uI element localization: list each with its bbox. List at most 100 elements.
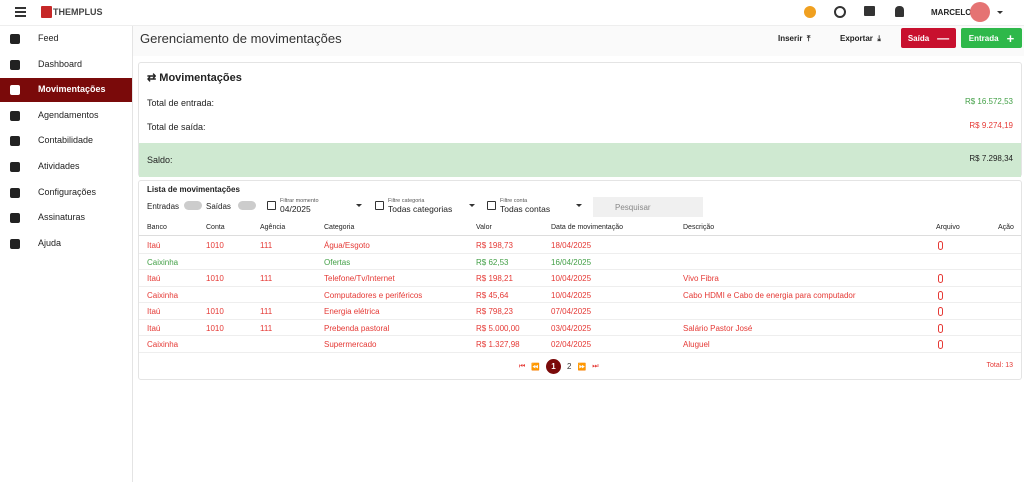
table-row[interactable]: Caixinha Ofertas R$ 62,53 16/04/2025	[139, 254, 1021, 270]
avatar[interactable]	[970, 2, 990, 22]
toggle-label: Saídas	[206, 202, 231, 211]
page-number[interactable]: 1	[546, 359, 562, 374]
cell-category: Supermercado	[324, 340, 377, 349]
cell-description: Salário Pastor José	[683, 323, 753, 333]
cell-value: R$ 1.327,98	[476, 340, 520, 349]
summary-card: ⇄ Movimentações Total de entrada: R$ 16.…	[138, 62, 1022, 177]
nav-label: Agendamentos	[38, 109, 99, 120]
cell-description: Vivo Fibra	[683, 274, 719, 283]
nav-item[interactable]: Feed	[0, 27, 132, 51]
in-button[interactable]: Entrada +	[961, 28, 1022, 48]
page-nav[interactable]: ⏪	[531, 363, 541, 371]
title: Movimentações	[159, 72, 242, 84]
nav-item[interactable]: Configurações	[0, 181, 132, 205]
cell-bank: Caixinha	[147, 257, 179, 267]
cell-value: R$ 198,73	[476, 241, 513, 250]
total: Total: 13	[986, 362, 1013, 369]
nav-item[interactable]: Contabilidade	[0, 129, 132, 153]
search-input[interactable]: Pesquisar	[593, 197, 703, 217]
column-header: Descrição	[683, 224, 715, 231]
cell-category: Telefone/Tv/Internet	[324, 274, 395, 283]
filter-select[interactable]: Filtre conta Todas contas	[487, 195, 582, 217]
label: Entrada	[968, 33, 999, 43]
nav-item[interactable]: Dashboard	[0, 53, 132, 77]
attachment-icon[interactable]	[938, 323, 943, 333]
nav-label: Configurações	[38, 186, 97, 197]
cell-agency: 111	[260, 323, 273, 333]
page-number[interactable]: 2	[567, 362, 572, 371]
label: Inserir	[778, 34, 803, 43]
page-nav[interactable]: ⏩	[577, 363, 587, 371]
cell-bank: Itaú	[147, 323, 161, 333]
filter-label: Filtrar momento	[280, 198, 319, 204]
export-button[interactable]: Exportar ⤓	[840, 34, 881, 43]
cell-description: Aluguel	[683, 340, 710, 349]
cell-account: 1010	[206, 274, 224, 283]
toggle-label: Entradas	[147, 202, 180, 211]
page-nav[interactable]: ⏭	[592, 362, 599, 370]
table-row[interactable]: Caixinha Computadores e periféricos R$ 45,…	[139, 287, 1021, 303]
toggle[interactable]	[238, 201, 256, 210]
balance-value: R$ 7.298,34	[969, 154, 1013, 163]
bell-icon[interactable]	[895, 6, 904, 17]
filter-caret	[356, 204, 362, 210]
table-row[interactable]: Caixinha Supermercado R$ 1.327,98 02/04/202…	[139, 336, 1021, 353]
attachment-icon[interactable]	[938, 241, 943, 250]
column-header: Agência	[260, 224, 286, 231]
filter-caret	[576, 204, 582, 210]
cell-date: 07/04/2025	[551, 307, 592, 316]
nav-item[interactable]: Ajuda	[0, 232, 132, 256]
table-row[interactable]: Itaú 1010 111 Telefone/Tv/Internet R$ 198,21…	[139, 270, 1021, 287]
nav-label: Contabilidade	[38, 135, 94, 146]
cell-description: Cabo HDMI e Cabo de energia para computa…	[683, 290, 856, 300]
filter-select[interactable]: Filtre categoria Todas categorias	[375, 195, 475, 217]
filter-value: 04/2025	[280, 204, 311, 214]
toggle[interactable]	[184, 201, 202, 210]
table-header: Banco Conta Agência Categoria Valor Data de m…	[139, 221, 1021, 236]
cell-value: R$ 45,64	[476, 290, 509, 300]
in-label: Total de entrada:	[147, 98, 215, 108]
nav-item[interactable]: Atividades	[0, 155, 132, 179]
cell-date: 16/04/2025	[551, 257, 592, 267]
table-row[interactable]: Itaú 1010 111 Água/Esgoto R$ 198,73 18/04/202…	[139, 237, 1021, 254]
page-nav[interactable]: ⏮	[519, 362, 526, 370]
attachment-icon[interactable]	[938, 290, 943, 300]
chat-icon[interactable]	[864, 6, 875, 16]
insert-button[interactable]: Inserir ⤒	[778, 34, 811, 43]
user-caret[interactable]	[997, 11, 1003, 17]
balance-label: Saldo:	[147, 155, 173, 165]
cell-category: Energia elétrica	[324, 307, 380, 316]
filter-icon	[267, 201, 276, 210]
attachment-icon[interactable]	[938, 274, 943, 283]
info-icon[interactable]	[804, 6, 816, 18]
attachment-icon[interactable]	[938, 307, 943, 316]
cell-date: 18/04/2025	[551, 241, 592, 250]
placeholder: Pesquisar	[615, 203, 651, 212]
nav-item[interactable]: Agendamentos	[0, 104, 132, 128]
filter-select[interactable]: Filtrar momento 04/2025	[267, 195, 362, 217]
in-value: R$ 16.572,53	[964, 97, 1013, 106]
nav-item[interactable]: Movimentações	[0, 78, 132, 103]
cell-bank: Caixinha	[147, 340, 179, 349]
sidebar: Feed Dashboard Movimentações Agendamentos Co…	[0, 26, 133, 482]
user-name[interactable]: MARCELO	[931, 8, 972, 17]
attachment-icon[interactable]	[938, 340, 943, 349]
cell-agency: 111	[260, 307, 273, 316]
logo: THEMPLUS	[53, 7, 103, 17]
out-value: R$ 9.274,19	[969, 121, 1013, 130]
support-icon[interactable]	[834, 6, 846, 18]
cell-value: R$ 62,53	[476, 257, 509, 267]
nav-label: Feed	[38, 33, 59, 43]
menu-icon[interactable]	[15, 7, 26, 17]
list-title: Lista de movimentações	[147, 185, 240, 194]
nav-item[interactable]: Assinaturas	[0, 206, 132, 230]
list-card: Lista de movimentações Pesquisar Banco Co…	[138, 180, 1022, 380]
table-row[interactable]: Itaú 1010 111 Energia elétrica R$ 798,23 07/0…	[139, 303, 1021, 320]
nav-label: Dashboard	[38, 58, 83, 69]
filter-value: Todas categorias	[388, 204, 453, 214]
nav-icon	[10, 59, 20, 70]
label: Saída	[907, 33, 930, 43]
out-button[interactable]: Saída —	[901, 28, 956, 48]
table-row[interactable]: Itaú 1010 111 Prebenda pastoral R$ 5.000,00 0…	[139, 320, 1021, 336]
